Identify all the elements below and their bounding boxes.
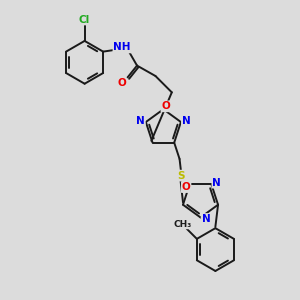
- Text: N: N: [136, 116, 145, 125]
- Text: N: N: [182, 116, 190, 125]
- Text: O: O: [182, 182, 190, 192]
- Text: CH₃: CH₃: [174, 220, 192, 229]
- Text: O: O: [118, 78, 127, 88]
- Text: S: S: [177, 171, 185, 181]
- Text: N: N: [202, 214, 210, 224]
- Text: N: N: [212, 178, 221, 188]
- Text: Cl: Cl: [79, 14, 90, 25]
- Text: O: O: [161, 101, 170, 111]
- Text: NH: NH: [113, 43, 131, 52]
